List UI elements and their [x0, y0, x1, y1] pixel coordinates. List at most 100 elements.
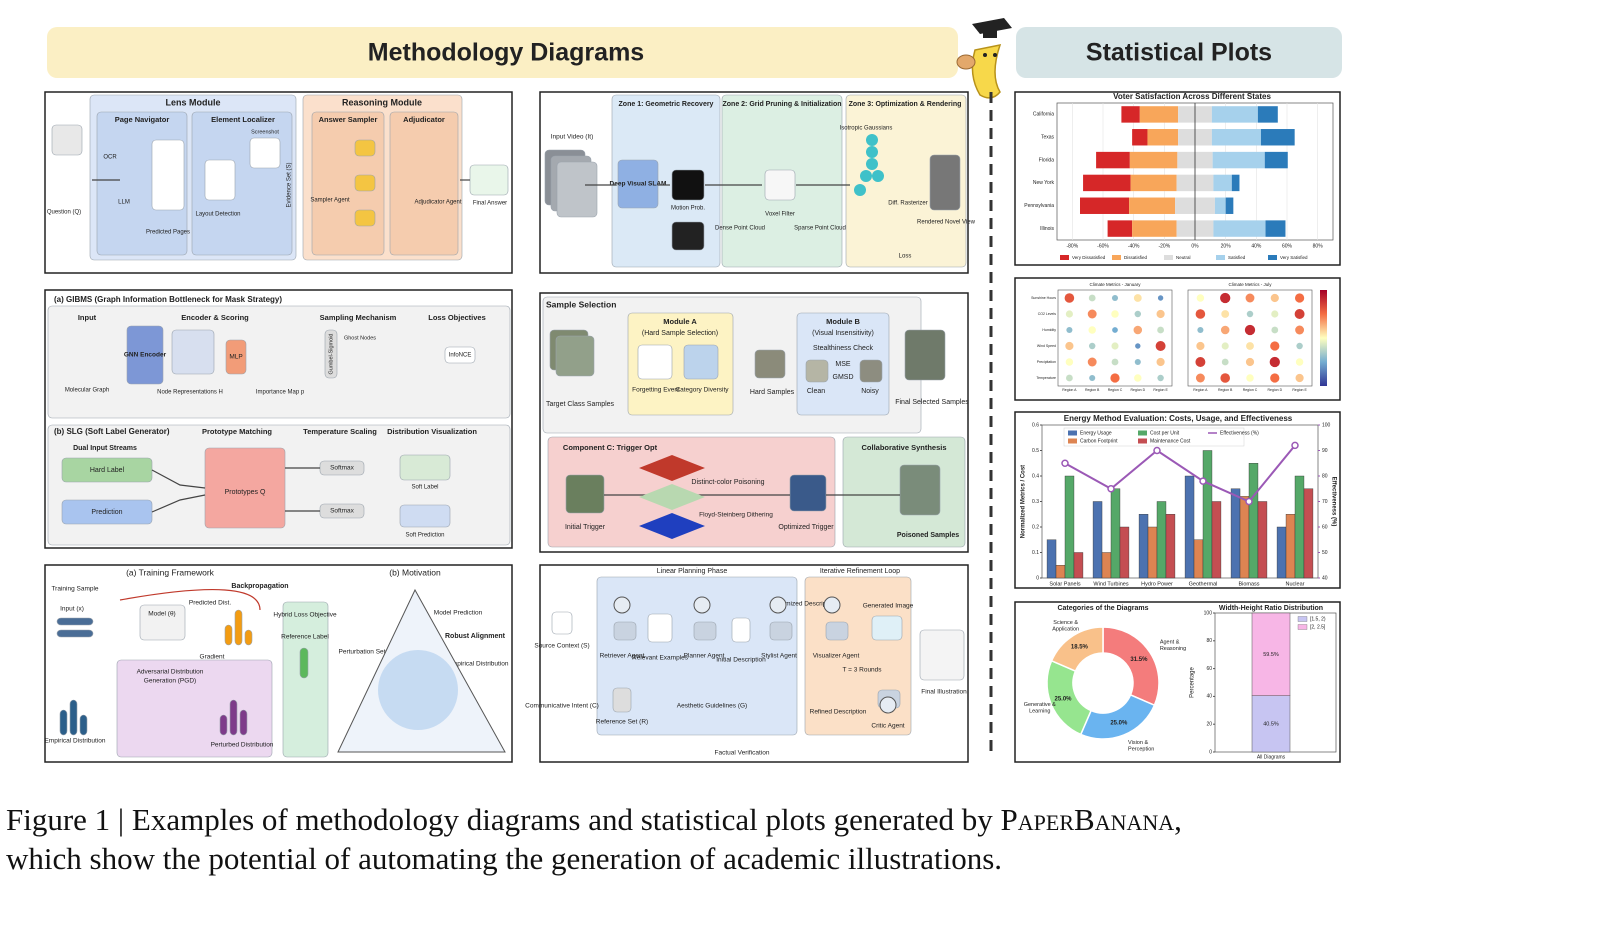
bar — [1147, 129, 1179, 146]
bar — [1055, 565, 1066, 579]
diagram-label: Predicted Pages — [146, 230, 190, 236]
mascot — [956, 18, 1012, 99]
line-marker — [1061, 459, 1069, 467]
dot — [1110, 373, 1120, 383]
diagram-label: Reference Label — [281, 634, 329, 641]
diagram-label: Target Class Samples — [546, 401, 615, 408]
diagram-block — [637, 344, 673, 380]
diagram-label: GNN Encoder — [124, 352, 167, 359]
diagram-block — [389, 111, 459, 256]
dot — [1065, 341, 1074, 351]
bar — [1132, 220, 1177, 237]
legend-swatch — [1068, 438, 1077, 444]
legend-swatch — [1164, 255, 1173, 260]
category-label: Generative & Learning — [1024, 702, 1056, 715]
diagram-label: (b) Motivation — [389, 567, 441, 577]
dot — [1111, 342, 1119, 350]
dot — [1066, 374, 1073, 382]
diagram-label: Robust Alignment — [445, 633, 506, 640]
diagram-block — [627, 312, 734, 416]
data-label: 18.5% — [1071, 645, 1089, 651]
dot — [1065, 358, 1074, 366]
diagram-label: Initial Description — [716, 657, 766, 664]
plot-area — [1187, 289, 1313, 387]
diagram-label: Lens Module — [165, 97, 220, 107]
diagram-label: LLM — [118, 200, 130, 206]
bar-segment — [1251, 612, 1291, 696]
diagram-block — [354, 209, 376, 227]
diagram-label: Optimized Description — [773, 601, 837, 608]
diagram-block — [234, 609, 243, 646]
dot — [1087, 309, 1097, 319]
diagram-label: Linear Planning Phase — [657, 568, 728, 575]
legend-label: Satisfied — [1228, 255, 1246, 260]
y-tick-label: 0.5 — [1032, 448, 1039, 454]
diagram-label: InfoNCE — [449, 353, 472, 359]
diagram-label: Sampling Mechanism — [320, 313, 397, 322]
y2-tick-label: 90 — [1322, 448, 1328, 454]
legend-swatch — [1068, 430, 1077, 436]
dot — [1134, 358, 1141, 366]
diagram-label: Backpropagation — [231, 583, 288, 590]
diagram-block — [754, 349, 786, 379]
diagram-label: Layout Detection — [195, 212, 240, 218]
diagram-label: Voxel Filter — [765, 212, 795, 218]
diagram-label: (Visual Insensitivity) — [812, 330, 874, 337]
legend-label: Effectiveness (%) — [1220, 430, 1259, 436]
line-marker — [1291, 441, 1299, 450]
dot — [1295, 373, 1304, 383]
y-tick-label: 20 — [1206, 722, 1212, 728]
diagram-label: Hard Samples — [750, 389, 795, 396]
bar — [1260, 129, 1295, 146]
diagram-label: Visualizer Agent — [813, 653, 860, 660]
dot — [1270, 373, 1280, 383]
y2-tick-label: 70 — [1322, 499, 1328, 505]
bar — [1101, 552, 1112, 579]
diagram-block — [796, 312, 890, 416]
plot-panel — [1014, 277, 1341, 401]
diagram-label: Prototypes Q — [225, 489, 266, 496]
diagram-label: Noisy — [861, 388, 879, 395]
diagram-block — [859, 359, 883, 383]
dot — [1270, 293, 1279, 303]
y-tick-label: Sunshine Hours — [1031, 296, 1056, 300]
diagram-label: Initial Trigger — [565, 524, 606, 531]
diagram-label: Encoder & Scoring — [181, 313, 249, 322]
legend-swatch — [1216, 255, 1225, 260]
diagram-label: (Hard Sample Selection) — [642, 330, 718, 337]
diagram-block — [929, 154, 961, 211]
bar — [1156, 501, 1167, 579]
bar — [1121, 106, 1140, 123]
x-tick-label: All Diagrams — [1257, 754, 1286, 760]
y2-tick-label: 100 — [1322, 422, 1331, 428]
diagram-block — [613, 621, 637, 641]
dot — [1157, 374, 1164, 382]
data-label: 31.5% — [1130, 657, 1148, 663]
bar — [1107, 220, 1133, 237]
diagram-label: Rendered Novel View — [917, 220, 976, 226]
x-tick-label: Region A — [1062, 388, 1077, 392]
diagram-label: Loss — [899, 254, 912, 260]
bar — [1132, 129, 1148, 146]
diagram-shape — [879, 696, 897, 714]
diagram-block — [47, 305, 511, 419]
diagram-label: Softmax — [330, 508, 355, 515]
diagram-label: Empirical Distribution — [44, 738, 105, 745]
dot — [1245, 293, 1255, 303]
dot — [1155, 341, 1166, 351]
bar — [1214, 197, 1226, 214]
diagram-block — [825, 621, 849, 641]
bar-segment — [1251, 695, 1291, 753]
dot — [1134, 310, 1142, 318]
diagram-label: Floyd-Steinberg Dithering — [699, 512, 773, 519]
bar — [1257, 106, 1278, 123]
dot — [1294, 293, 1305, 303]
diagram-label: T = 3 Rounds — [842, 667, 882, 674]
diagram-label: Sampler Agent — [310, 198, 350, 204]
diagram-block — [671, 221, 705, 251]
bar — [1294, 475, 1305, 579]
legend-swatch — [1138, 430, 1147, 436]
diagram-label: Temperature Scaling — [303, 427, 377, 436]
diagram-block — [51, 124, 83, 156]
bar — [1276, 526, 1287, 579]
